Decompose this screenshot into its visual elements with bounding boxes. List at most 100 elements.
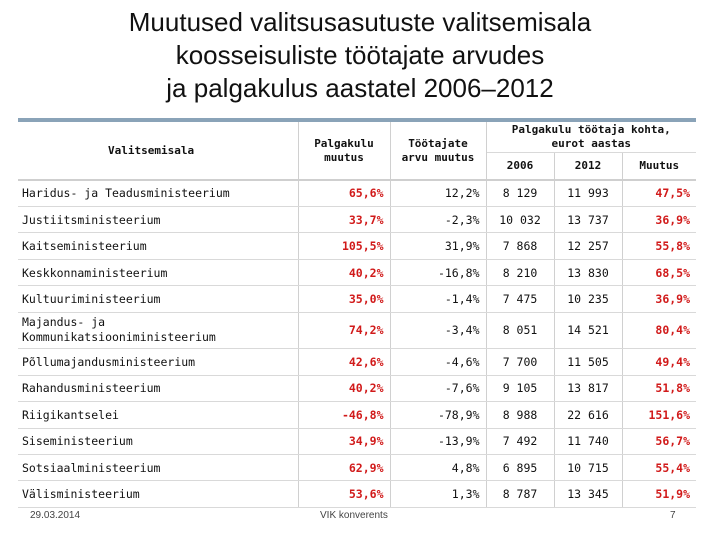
row-wage-change: 74,2% (298, 312, 391, 350)
row-change: 55,8% (622, 232, 697, 260)
row-value-2006: 8 210 (486, 259, 555, 287)
row-value-2012: 13 737 (554, 206, 623, 234)
row-value-2012: 13 830 (554, 259, 623, 287)
row-name: Majandus- ja Kommunikatsiooniministeeriu… (18, 312, 299, 350)
row-wage-change: 33,7% (298, 206, 391, 234)
footer-event: VIK konverents (320, 510, 388, 521)
row-value-2006: 10 032 (486, 206, 555, 234)
row-value-2006: 6 895 (486, 454, 555, 482)
row-staff-change: -1,4% (390, 285, 487, 313)
table-row: Rahandusministeerium 40,2% -7,6% 9 105 13 81… (18, 375, 697, 403)
row-value-2012: 11 993 (554, 180, 623, 207)
row-value-2012: 10 235 (554, 285, 623, 313)
footer-page-number: 7 (670, 510, 676, 521)
row-value-2012: 11 740 (554, 428, 623, 456)
row-wage-change: 42,6% (298, 348, 391, 376)
table-row: Riigikantselei -46,8% -78,9% 8 988 22 616 151… (18, 401, 697, 429)
header-change: Muutus (622, 152, 697, 181)
header-staff-change: Töötajate arvu muutus (390, 122, 487, 181)
row-wage-change: 105,5% (298, 232, 391, 260)
row-change: 56,7% (622, 428, 697, 456)
row-change: 36,9% (622, 206, 697, 234)
row-name: Siseministeerium (18, 428, 299, 456)
row-value-2006: 8 988 (486, 401, 555, 429)
table-row: Siseministeerium 34,9% -13,9% 7 492 11 740 56… (18, 428, 697, 456)
row-name: Kaitseministeerium (18, 232, 299, 260)
row-change: 51,8% (622, 375, 697, 403)
title-line-2: koosseisuliste töötajate arvudes (175, 40, 545, 70)
row-value-2012: 11 505 (554, 348, 623, 376)
table-row: Välisministeerium 53,6% 1,3% 8 787 13 345 51,… (18, 480, 697, 508)
row-wage-change: 40,2% (298, 375, 391, 403)
title-line-3: ja palgakulus aastatel 2006–2012 (166, 73, 554, 103)
row-wage-change: 34,9% (298, 428, 391, 456)
row-staff-change: -4,6% (390, 348, 487, 376)
row-staff-change: -16,8% (390, 259, 487, 287)
row-name: Riigikantselei (18, 401, 299, 429)
table-row: Keskkonnaministeerium 40,2% -16,8% 8 210 13 … (18, 259, 697, 287)
row-staff-change: -2,3% (390, 206, 487, 234)
row-value-2012: 14 521 (554, 312, 623, 350)
row-wage-change: 65,6% (298, 180, 391, 207)
row-name: Kultuuriministeerium (18, 285, 299, 313)
row-value-2006: 7 492 (486, 428, 555, 456)
row-value-2012: 13 345 (554, 480, 623, 508)
row-name: Rahandusministeerium (18, 375, 299, 403)
table-row: Kultuuriministeerium 35,0% -1,4% 7 475 10 23… (18, 285, 697, 313)
row-value-2012: 22 616 (554, 401, 623, 429)
row-staff-change: -7,6% (390, 375, 487, 403)
row-name: Haridus- ja Teadusministeerium (18, 180, 299, 207)
header-wage-change: Palgakulu muutus (298, 122, 391, 181)
table-row: Haridus- ja Teadusministeerium 65,6% 12,2%… (18, 180, 697, 207)
row-value-2006: 8 787 (486, 480, 555, 508)
row-value-2012: 12 257 (554, 232, 623, 260)
row-name: Keskkonnaministeerium (18, 259, 299, 287)
row-staff-change: 1,3% (390, 480, 487, 508)
row-value-2006: 8 129 (486, 180, 555, 207)
row-staff-change: -78,9% (390, 401, 487, 429)
row-change: 51,9% (622, 480, 697, 508)
row-value-2006: 7 475 (486, 285, 555, 313)
table-row: Justiitsministeerium 33,7% -2,3% 10 032 13 7… (18, 206, 697, 234)
row-change: 80,4% (622, 312, 697, 350)
row-change: 68,5% (622, 259, 697, 287)
row-value-2006: 8 051 (486, 312, 555, 350)
row-change: 36,9% (622, 285, 697, 313)
row-wage-change: 40,2% (298, 259, 391, 287)
header-2012: 2012 (554, 152, 623, 181)
row-value-2012: 13 817 (554, 375, 623, 403)
row-value-2006: 9 105 (486, 375, 555, 403)
table-row: Majandus- ja Kommunikatsiooniministeeriu… (18, 312, 697, 350)
row-staff-change: 4,8% (390, 454, 487, 482)
row-name: Välisministeerium (18, 480, 299, 508)
row-wage-change: 53,6% (298, 480, 391, 508)
table-top-rule (18, 118, 696, 122)
table-row: Kaitseministeerium 105,5% 31,9% 7 868 12 257… (18, 232, 697, 260)
row-staff-change: -3,4% (390, 312, 487, 350)
row-change: 47,5% (622, 180, 697, 207)
header-per-employee: Palgakulu töötaja kohta, eurot aastas (486, 122, 697, 153)
row-change: 151,6% (622, 401, 697, 429)
row-staff-change: 12,2% (390, 180, 487, 207)
row-wage-change: 35,0% (298, 285, 391, 313)
row-change: 55,4% (622, 454, 697, 482)
row-value-2006: 7 700 (486, 348, 555, 376)
row-value-2006: 7 868 (486, 232, 555, 260)
row-name: Sotsiaalministeerium (18, 454, 299, 482)
title-line-1: Muutused valitsusasutuste valitsemisala (128, 7, 592, 37)
row-name: Põllumajandusministeerium (18, 348, 299, 376)
row-wage-change: 62,9% (298, 454, 391, 482)
header-2006: 2006 (486, 152, 555, 181)
slide-title: Muutused valitsusasutuste valitsemisala … (0, 6, 720, 105)
row-staff-change: -13,9% (390, 428, 487, 456)
footer-date: 29.03.2014 (30, 510, 81, 521)
header-area: Valitsemisala (18, 122, 299, 181)
row-change: 49,4% (622, 348, 697, 376)
salary-table: Valitsemisala Palgakulu muutus Töötajate… (18, 122, 697, 508)
row-value-2012: 10 715 (554, 454, 623, 482)
table-row: Sotsiaalministeerium 62,9% 4,8% 6 895 10 715… (18, 454, 697, 482)
table-row: Põllumajandusministeerium 42,6% -4,6% 7 700… (18, 348, 697, 376)
row-name: Justiitsministeerium (18, 206, 299, 234)
row-wage-change: -46,8% (298, 401, 391, 429)
row-staff-change: 31,9% (390, 232, 487, 260)
